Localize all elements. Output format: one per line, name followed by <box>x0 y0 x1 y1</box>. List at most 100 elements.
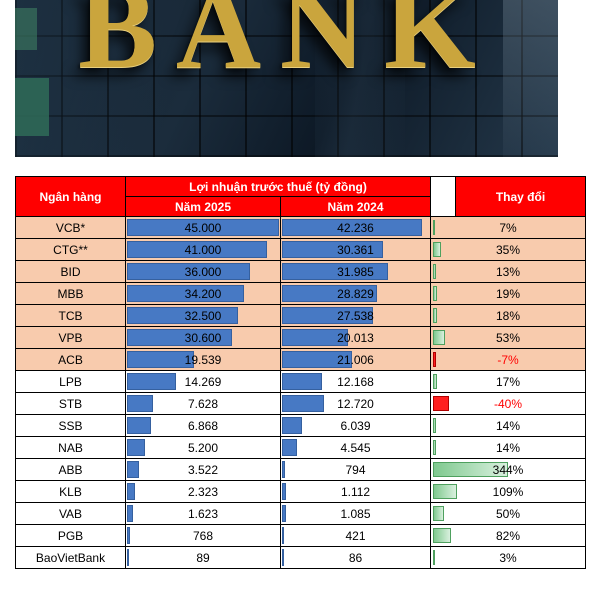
header-year-2024: Năm 2024 <box>279 196 432 217</box>
value-2024-cell: 6.039 <box>279 414 432 437</box>
change-bar <box>433 308 437 323</box>
value-2024-text: 12.720 <box>337 396 374 411</box>
change-text: -7% <box>497 352 519 367</box>
bar-2025 <box>127 373 176 390</box>
value-2025-text: 19.539 <box>184 352 222 367</box>
value-2024-text: 6.039 <box>340 418 371 433</box>
table-row: KLB 2.323 1.112 109% <box>15 480 587 503</box>
change-text: 35% <box>496 242 521 257</box>
change-text: 50% <box>496 506 521 521</box>
value-2025-text: 45.000 <box>184 220 222 235</box>
header-year-2025: Năm 2025 <box>125 196 281 217</box>
teal-window-panel <box>15 8 37 50</box>
value-2024-text: 20.013 <box>337 330 374 345</box>
bank-name: LPB <box>15 370 126 393</box>
table-row: VPB 30.600 20.013 53% <box>15 326 587 349</box>
bank-name: NAB <box>15 436 126 459</box>
table-row: ABB 3.522 794 344% <box>15 458 587 481</box>
table-row: TCB 32.500 27.538 18% <box>15 304 587 327</box>
change-cell: 14% <box>430 436 587 459</box>
header-profit-group: Lợi nhuận trước thuế (tỷ đồng) <box>124 176 432 197</box>
bank-building-photo: BANK <box>15 0 558 157</box>
bank-name: CTG** <box>15 238 126 261</box>
table-row: VAB 1.623 1.085 50% <box>15 502 587 525</box>
change-text: 82% <box>496 528 521 543</box>
table-body: VCB* 45.000 42.236 7% CTG** 41.000 30.36… <box>15 216 587 569</box>
value-2025-cell: 32.500 <box>125 304 281 327</box>
change-cell: 82% <box>430 524 587 547</box>
bar-2025 <box>127 549 129 566</box>
change-text: 18% <box>496 308 521 323</box>
change-bar <box>433 418 437 433</box>
table-row: BaoVietBank 89 86 3% <box>15 546 587 569</box>
bar-2024 <box>282 505 286 522</box>
bar-2025 <box>127 351 194 368</box>
value-2025-text: 6.868 <box>187 418 219 433</box>
change-bar <box>433 286 438 301</box>
value-2024-cell: 20.013 <box>279 326 432 349</box>
value-2024-cell: 1.112 <box>279 480 432 503</box>
bank-name: SSB <box>15 414 126 437</box>
value-2025-cell: 5.200 <box>125 436 281 459</box>
bar-2024 <box>282 549 284 566</box>
bar-2024 <box>282 417 302 434</box>
bar-2025 <box>127 527 130 544</box>
change-cell: 50% <box>430 502 587 525</box>
bar-2025 <box>127 219 279 236</box>
change-bar <box>433 550 436 565</box>
change-bar <box>433 330 445 345</box>
change-cell: 19% <box>430 282 587 305</box>
bank-name: ABB <box>15 458 126 481</box>
change-text: 14% <box>496 418 521 433</box>
change-cell: 13% <box>430 260 587 283</box>
bar-2025 <box>127 439 145 456</box>
change-cell: -7% <box>430 348 587 371</box>
value-2025-text: 3.522 <box>187 462 219 477</box>
value-2025-cell: 45.000 <box>125 216 281 239</box>
value-2024-text: 1.112 <box>340 484 371 499</box>
bar-2025 <box>127 329 232 346</box>
table-row: PGB 768 421 82% <box>15 524 587 547</box>
change-bar <box>433 396 450 411</box>
bank-name: TCB <box>15 304 126 327</box>
header-bank: Ngân hàng <box>15 176 126 217</box>
change-bar <box>433 352 436 367</box>
change-bar <box>433 264 436 279</box>
bank-name: MBB <box>15 282 126 305</box>
header-change: Thay đổi <box>455 176 587 217</box>
change-cell: 35% <box>430 238 587 261</box>
profit-table: Ngân hàng Lợi nhuận trước thuế (tỷ đồng)… <box>15 176 587 569</box>
value-2024-text: 1.085 <box>340 506 371 521</box>
value-2025-text: 41.000 <box>184 242 222 257</box>
table-row: SSB 6.868 6.039 14% <box>15 414 587 437</box>
value-2025-cell: 19.539 <box>125 348 281 371</box>
value-2024-text: 28.829 <box>337 286 374 301</box>
teal-window-panel <box>15 78 49 136</box>
bank-name: PGB <box>15 524 126 547</box>
value-2024-text: 794 <box>345 462 366 477</box>
bank-name: KLB <box>15 480 126 503</box>
bar-2025 <box>127 505 133 522</box>
value-2024-cell: 4.545 <box>279 436 432 459</box>
change-cell: -40% <box>430 392 587 415</box>
value-2025-text: 2.323 <box>187 484 219 499</box>
bank-sign-text: BANK <box>78 0 495 93</box>
bar-2025 <box>127 461 140 478</box>
value-2024-cell: 27.538 <box>279 304 432 327</box>
bar-2024 <box>282 241 383 258</box>
value-2025-text: 36.000 <box>184 264 222 279</box>
bar-2024 <box>282 285 378 302</box>
bar-2024 <box>282 263 388 280</box>
change-text: 19% <box>496 286 521 301</box>
change-bar <box>433 220 436 235</box>
value-2024-text: 421 <box>345 528 366 543</box>
value-2024-text: 27.538 <box>337 308 374 323</box>
value-2024-cell: 28.829 <box>279 282 432 305</box>
table-row: ACB 19.539 21.006 -7% <box>15 348 587 371</box>
change-text: 53% <box>496 330 521 345</box>
value-2024-text: 86 <box>348 550 363 565</box>
bar-2024 <box>282 373 323 390</box>
change-text: 17% <box>496 374 521 389</box>
value-2025-cell: 768 <box>125 524 281 547</box>
change-text: 3% <box>499 550 517 565</box>
